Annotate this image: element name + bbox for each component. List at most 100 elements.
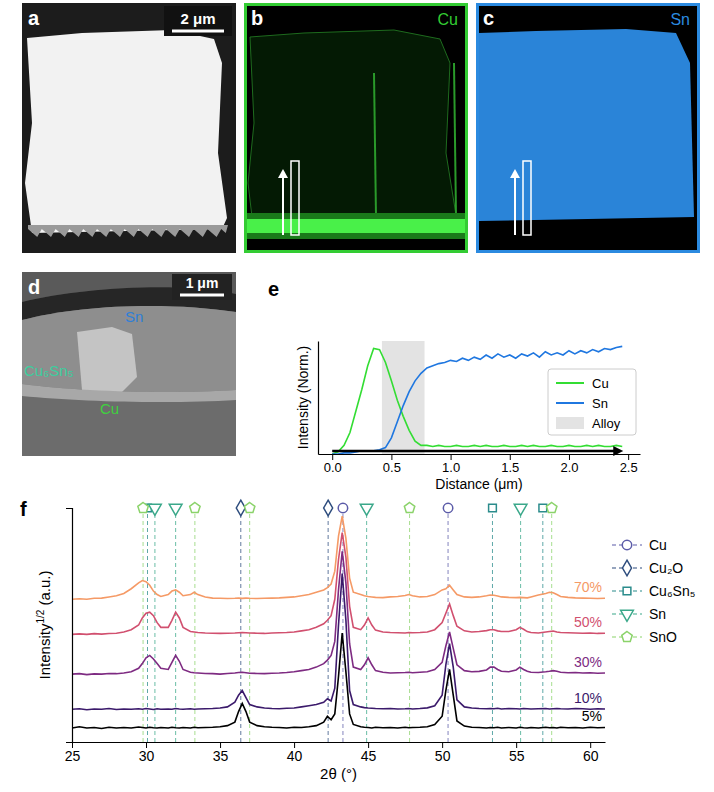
tick: 0.5 xyxy=(383,454,401,475)
reference-marker xyxy=(138,503,148,513)
legend-swatch xyxy=(556,417,584,429)
tick: 60 xyxy=(583,742,599,764)
series-line xyxy=(72,633,605,728)
tick-mark xyxy=(510,454,511,460)
tick-label: 25 xyxy=(65,748,81,764)
tick-label: 55 xyxy=(509,748,525,764)
image-background xyxy=(244,3,468,253)
reference-marker xyxy=(514,504,527,515)
y-axis xyxy=(66,509,73,743)
reference-marker xyxy=(489,504,497,512)
arrow xyxy=(282,177,284,235)
element-label: Cu xyxy=(438,11,458,28)
legend-label: Alloy xyxy=(592,416,621,431)
reference-marker xyxy=(546,503,556,513)
tick-label: 0.5 xyxy=(383,460,401,475)
image-region xyxy=(248,30,456,217)
panel-letter: d xyxy=(28,276,40,298)
y-axis-title-part: (a.u.) xyxy=(36,571,53,610)
tick: 2.0 xyxy=(560,454,578,475)
legend-label: Cu₆Sn₅ xyxy=(649,583,695,599)
panel-letter: c xyxy=(483,7,494,29)
image-panel: 2 μma xyxy=(22,3,236,253)
legend-label: Cu xyxy=(592,376,609,391)
legend-label: Cu₂O xyxy=(649,560,683,576)
image-region xyxy=(25,30,227,233)
image-region xyxy=(77,327,137,397)
series-line xyxy=(72,516,605,599)
reference-marker xyxy=(149,504,162,515)
tick-mark xyxy=(391,454,392,460)
reference-marker xyxy=(338,503,347,512)
tick: 0.0 xyxy=(324,454,342,475)
scale-bar-label: 2 μm xyxy=(180,10,215,27)
scale-bar xyxy=(180,294,224,297)
reference-line xyxy=(492,508,493,742)
band xyxy=(382,341,425,454)
series-label: 30% xyxy=(574,654,602,670)
plot-area xyxy=(72,508,605,742)
image-frame xyxy=(246,5,467,252)
image-streak xyxy=(374,73,376,217)
tick-label: 0.0 xyxy=(324,460,342,475)
tick-mark xyxy=(628,454,629,460)
axis-line xyxy=(66,509,73,743)
reference-marker xyxy=(244,503,254,513)
legend-marker xyxy=(622,632,632,642)
series-line xyxy=(72,533,605,635)
reference-line xyxy=(154,508,155,742)
x-axis: 25 30 35 40 45 50 55 60 xyxy=(65,742,606,764)
reference-line xyxy=(542,508,543,742)
scale-bar-box xyxy=(164,6,232,36)
legend: Cu Sn Alloy xyxy=(548,369,636,435)
axis-line xyxy=(318,342,319,455)
tick: 1.5 xyxy=(501,454,519,475)
tick: 45 xyxy=(361,742,377,764)
reference-line xyxy=(409,508,410,742)
x-axis: 0.0 0.5 1.0 1.5 2.0 2.5 xyxy=(319,454,641,475)
tick-label: 2.0 xyxy=(560,460,578,475)
tick-label: 45 xyxy=(361,748,377,764)
legend-label: Sn xyxy=(592,396,608,411)
reference-line xyxy=(249,508,250,742)
tick: 1.0 xyxy=(442,454,460,475)
tick-label: 35 xyxy=(213,748,229,764)
tick-label: 40 xyxy=(287,748,303,764)
series-label: 50% xyxy=(574,614,602,630)
tick-mark xyxy=(569,454,570,460)
image-background xyxy=(476,3,700,253)
image-region xyxy=(247,213,465,239)
tick: 50 xyxy=(435,742,451,764)
reference-markers xyxy=(138,500,557,516)
reference-marker xyxy=(190,503,200,513)
tick-mark xyxy=(332,454,333,460)
reference-line xyxy=(366,508,367,742)
reference-line xyxy=(520,508,521,742)
tick: 55 xyxy=(509,742,525,764)
tick-label: 50 xyxy=(435,748,451,764)
image-region xyxy=(28,225,228,237)
arrow-head xyxy=(278,169,288,178)
series-label: 70% xyxy=(574,579,602,595)
profile-box xyxy=(523,161,531,235)
reference-line xyxy=(551,508,552,742)
reference-marker xyxy=(443,503,452,512)
profile-box xyxy=(291,161,299,235)
series-line xyxy=(72,551,605,674)
scale-bar-label: 1 μm xyxy=(186,275,219,291)
image-panel: 1 μmSnCu₆Sn₅Cud xyxy=(22,272,236,456)
image-streak xyxy=(454,63,456,217)
reference-line xyxy=(194,508,195,742)
y-axis-title: Intensity (Norm.) xyxy=(295,346,311,449)
reference-marker xyxy=(404,503,414,513)
x-axis-title: Distance (μm) xyxy=(435,476,522,492)
tick-label: 1.5 xyxy=(501,460,519,475)
region-label: Cu₆Sn₅ xyxy=(24,362,74,379)
image-background xyxy=(22,272,236,456)
legend-marker xyxy=(622,540,631,549)
tick: 30 xyxy=(139,742,155,764)
image-region xyxy=(479,29,694,221)
legend-swatch xyxy=(556,382,584,384)
tick-label: 2.5 xyxy=(620,460,638,475)
figure: 2 μmaCubSnc1 μmSnCu₆Sn₅Cude0.00.51.01.52… xyxy=(0,0,714,792)
